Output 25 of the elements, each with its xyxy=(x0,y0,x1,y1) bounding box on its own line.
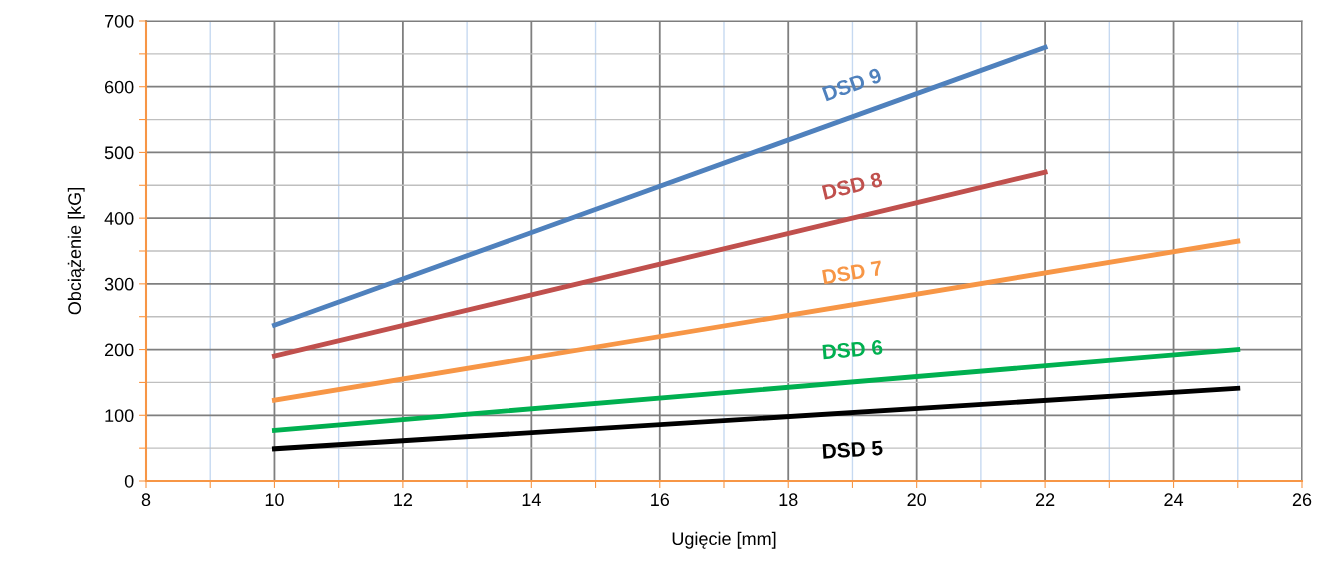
x-tick-label: 20 xyxy=(907,493,926,507)
y-tick-label: 500 xyxy=(104,146,134,160)
y-tick-label: 300 xyxy=(104,277,134,291)
y-tick-label: 700 xyxy=(105,14,134,28)
y-tick-label: 0 xyxy=(124,474,134,488)
y-axis-title: Obciążenie [kG] xyxy=(67,188,85,315)
x-tick-label: 24 xyxy=(1164,493,1184,506)
x-tick-label: 14 xyxy=(522,493,541,506)
x-tick-label: 16 xyxy=(651,493,670,507)
y-tick-label: 100 xyxy=(105,409,134,423)
x-tick-label: 8 xyxy=(141,493,151,507)
text: DSD 7 xyxy=(822,260,883,285)
x-tick-label: 26 xyxy=(1292,493,1312,507)
x-tick-label: 22 xyxy=(1035,493,1055,506)
text: DSD 9 xyxy=(821,67,883,102)
x-axis-title: Ugięcie [mm] xyxy=(672,531,776,549)
y-tick-label: 600 xyxy=(104,80,134,94)
x-tick-label: 18 xyxy=(779,493,798,507)
x-tick-label: 10 xyxy=(265,493,284,507)
x-tick-label: 12 xyxy=(394,493,413,506)
series-label: DSD 5 xyxy=(822,440,883,459)
series-label: DSD 6 xyxy=(822,339,883,360)
y-tick-label: 400 xyxy=(104,212,134,225)
text: DSD 8 xyxy=(821,171,883,200)
y-tick-label: 200 xyxy=(104,343,134,357)
